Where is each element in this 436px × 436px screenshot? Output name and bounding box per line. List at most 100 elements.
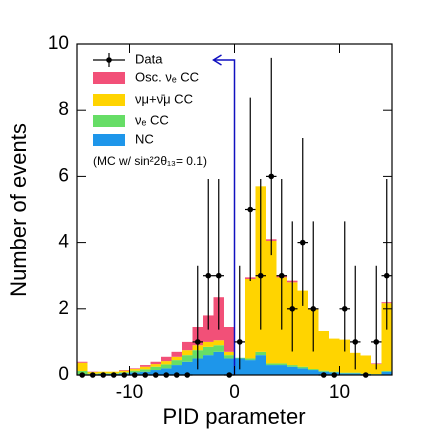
data-point <box>289 306 296 312</box>
y-tick-label: 8 <box>58 99 69 120</box>
y-tick-label: 10 <box>48 33 69 54</box>
bar-segment <box>350 372 361 374</box>
bar-segment <box>182 361 193 375</box>
legend-label: νₑ CC <box>135 112 169 127</box>
bar-segment <box>381 303 392 372</box>
x-tick-label: 10 <box>329 382 350 403</box>
cut-arrow-head <box>212 54 222 66</box>
bar-segment <box>119 370 130 373</box>
data-point <box>310 306 317 312</box>
bar-segment <box>182 341 193 351</box>
bar-segment <box>150 361 161 365</box>
data-point <box>383 272 390 279</box>
bar-segment <box>297 368 308 375</box>
bar-segment <box>161 368 172 375</box>
bar-segment <box>203 346 214 356</box>
data-point <box>205 272 212 279</box>
y-tick-label: 4 <box>58 232 69 253</box>
bar-segment <box>360 355 371 374</box>
bar-segment <box>329 338 340 372</box>
legend-label: νμ+ν̄μ CC <box>135 91 193 106</box>
bar-segment <box>255 355 266 375</box>
bar-segment <box>308 369 319 371</box>
bar-segment <box>245 360 256 375</box>
bar-segment <box>266 240 277 364</box>
bar-segment <box>329 371 340 373</box>
data-point <box>215 272 222 279</box>
legend-swatch <box>93 94 125 106</box>
bar-segment <box>224 327 235 352</box>
bar-segment <box>77 362 88 372</box>
bar-segment <box>308 370 319 375</box>
bar-segment <box>140 366 151 370</box>
data-point <box>352 339 359 345</box>
bar-segment <box>276 365 287 375</box>
bar-segment <box>213 351 224 375</box>
legend-label: Data <box>135 51 163 66</box>
bar-segment <box>150 366 161 371</box>
bar-segment <box>266 363 277 366</box>
bar-segment <box>213 345 224 352</box>
bar-segment <box>77 361 88 363</box>
bar-segment <box>213 340 224 346</box>
bar-segment <box>161 356 172 362</box>
bar-segment <box>287 365 298 367</box>
x-tick-label: 0 <box>229 382 240 403</box>
bar-segment <box>255 351 266 356</box>
data-point <box>236 339 243 345</box>
legend-label: Osc. νₑ CC <box>135 69 199 84</box>
x-axis-title: PID parameter <box>162 404 305 429</box>
bar-segment <box>287 366 298 375</box>
bar-segment <box>245 279 256 359</box>
y-tick-label: 6 <box>58 165 69 186</box>
bar-segment <box>171 356 182 361</box>
bar-segment <box>266 365 277 375</box>
bar-segment <box>297 366 308 369</box>
bar-segment <box>381 371 392 372</box>
bar-segment <box>224 351 235 356</box>
bar-segment <box>297 290 308 367</box>
bar-segment <box>203 341 214 347</box>
legend-swatch <box>93 72 125 84</box>
bar-segment <box>318 330 329 371</box>
bar-segment <box>129 368 140 370</box>
data-point <box>278 272 285 279</box>
legend-swatch <box>93 134 125 146</box>
y-tick-label: 2 <box>58 298 69 319</box>
bar-segment <box>350 373 361 375</box>
bar-segment <box>150 364 161 367</box>
data-point <box>257 272 264 279</box>
y-axis-title: Number of events <box>6 123 31 297</box>
bar-segment <box>381 371 392 375</box>
bar-segment <box>161 364 172 369</box>
bar-segment <box>171 365 182 375</box>
bar-segment <box>140 365 151 367</box>
y-tick-label: 0 <box>58 364 69 385</box>
annotation: (MC w/ sin²2θ₁₃= 0.1) <box>93 154 207 168</box>
bar-segment <box>129 370 140 373</box>
bar-segment <box>171 351 182 357</box>
bar-segment <box>182 350 193 356</box>
data-point <box>341 306 348 312</box>
bar-segment <box>203 355 214 375</box>
bar-segment <box>182 355 193 362</box>
data-point <box>194 339 201 345</box>
cut-arrow <box>213 59 236 375</box>
legend-marker <box>106 57 112 63</box>
legend-swatch <box>93 115 125 127</box>
bar-segment <box>276 363 287 366</box>
bar-segment <box>339 372 350 374</box>
bar-segment <box>245 358 256 361</box>
data-point <box>373 339 380 345</box>
data-point <box>247 206 254 213</box>
legend-label: NC <box>135 131 154 146</box>
bar-segment <box>119 370 130 371</box>
bar-segment <box>224 355 235 359</box>
bar-segment <box>171 360 182 366</box>
bar-segment <box>339 339 350 373</box>
bar-segment <box>161 361 172 365</box>
data-point <box>299 239 306 246</box>
bar-segment <box>339 373 350 375</box>
bar-segment <box>129 369 140 371</box>
